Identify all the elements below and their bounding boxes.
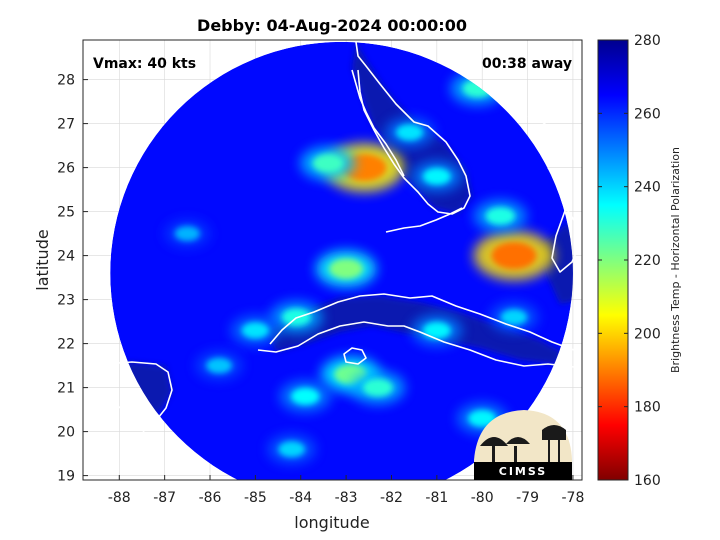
water-tower-icon: [542, 425, 566, 440]
feature-core: [278, 441, 305, 458]
y-tick-label: 23: [57, 293, 75, 309]
colorbar-tick-label: 200: [634, 326, 661, 342]
yucatan-west-coast: [83, 403, 125, 429]
isla-juventud-coast: [343, 347, 367, 365]
x-tick-label: -85: [244, 490, 267, 506]
colorbar-tick-label: 280: [634, 33, 661, 49]
x-axis-label: longitude: [294, 513, 369, 532]
bahamas-outline: [551, 207, 581, 273]
satellite-dish-icon-2: [506, 437, 530, 444]
x-tick-label: -79: [516, 490, 539, 506]
yucatan-coast: [83, 361, 173, 469]
feature-core: [174, 226, 200, 242]
logo-banner: [474, 462, 572, 480]
x-tick-label: -86: [199, 490, 222, 506]
logo-dish-stand-1: [492, 446, 495, 468]
feature-core: [491, 242, 537, 270]
x-tick-label: -88: [108, 490, 131, 506]
x-tick-label: -84: [289, 490, 312, 506]
florida-keys: [385, 207, 463, 233]
colorbar-tick-label: 260: [634, 106, 661, 122]
y-tick-label: 26: [57, 161, 75, 177]
feature-core: [500, 309, 528, 326]
y-tick-label: 20: [57, 425, 75, 441]
x-tick-label: -82: [380, 490, 403, 506]
feature-core: [396, 124, 424, 141]
y-axis-ticks: 19 20 21 22 23 24 25 26 27 28: [57, 73, 88, 485]
x-axis-ticks: -88 -87 -86 -85 -84 -83 -82 -81 -80 -79 -78: [108, 475, 584, 506]
plot-area: -88 -87 -86 -85 -84 -83 -82 -81 -80 -79 -78 19 20 21…: [57, 39, 584, 506]
bahamas-east-islands: [527, 115, 557, 177]
y-tick-label: 21: [57, 381, 75, 397]
feature-core: [291, 387, 320, 405]
colorbar: 160 180 200 220 240 260 280 Brightness Temp - …: [597, 33, 682, 489]
y-axis-label: latitude: [33, 229, 52, 290]
logo-text: CIMSS: [499, 465, 547, 478]
y-tick-label: 24: [57, 249, 75, 265]
plot-frame: [82, 39, 583, 481]
x-tick-label: -78: [561, 490, 584, 506]
feature-core: [312, 153, 344, 173]
x-tick-label: -81: [425, 490, 448, 506]
colorbar-tick-label: 160: [634, 473, 661, 489]
feature-core: [468, 410, 497, 427]
feature-core: [329, 258, 363, 279]
coastlines: [83, 41, 583, 469]
logo-dish-stand-2: [514, 446, 517, 468]
cuba-south-coast: [257, 321, 583, 369]
colorbar-tick-label: 240: [634, 180, 661, 196]
colorbar-tick-label: 220: [634, 253, 661, 269]
x-tick-label: -87: [153, 490, 176, 506]
feature-core: [422, 168, 451, 185]
colorbar-label: Brightness Temp - Horizontal Polarizatio…: [669, 147, 682, 373]
florida-west-shore: [351, 69, 405, 177]
cimss-logo: CIMSS: [474, 410, 572, 480]
y-tick-label: 25: [57, 205, 75, 221]
vmax-annotation: Vmax: 40 kts: [93, 56, 196, 72]
feature-core: [206, 357, 232, 374]
chart-title: Debby: 04-Aug-2024 00:00:00: [197, 16, 467, 35]
feature-core: [485, 207, 515, 225]
y-tick-label: 28: [57, 73, 75, 89]
colorbar-ticks: 160 180 200 220 240 260 280: [598, 33, 661, 489]
y-tick-label: 27: [57, 117, 75, 133]
florida-coastline: [355, 41, 471, 215]
satellite-dish-icon: [480, 437, 508, 446]
water-tower-leg: [548, 440, 550, 468]
feature-core: [422, 322, 451, 339]
feature-core: [241, 322, 269, 339]
time-offset-annotation: 00:38 away: [482, 56, 572, 72]
cuba-north-coast: [269, 293, 583, 353]
y-tick-label: 22: [57, 337, 75, 353]
water-tower-leg-2: [558, 440, 560, 468]
x-tick-label: -80: [471, 490, 494, 506]
colorbar-tick-label: 180: [634, 400, 661, 416]
y-tick-label: 19: [57, 469, 75, 485]
feature-core: [362, 378, 393, 397]
x-tick-label: -83: [335, 490, 358, 506]
colorbar-gradient: [597, 39, 629, 481]
